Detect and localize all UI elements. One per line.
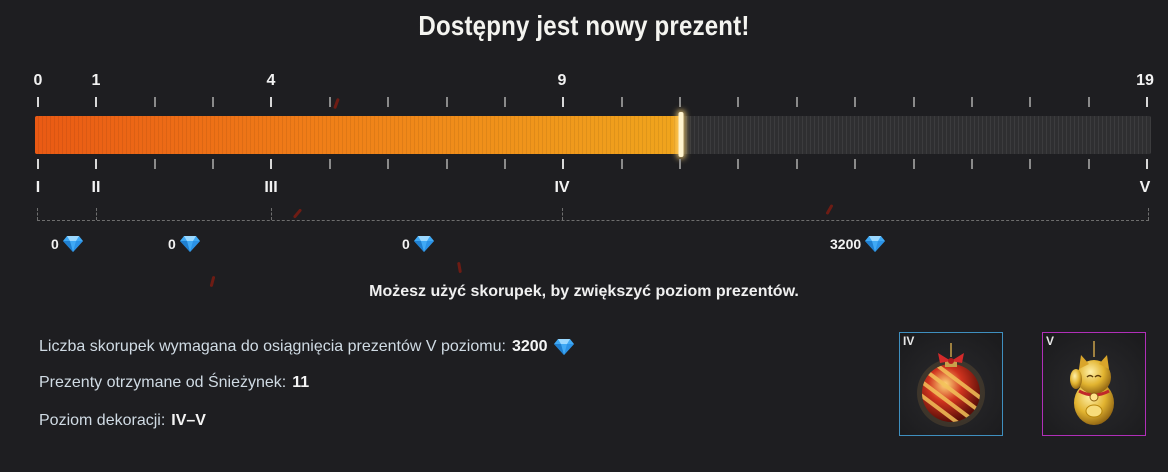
milestone-number: 9 — [557, 72, 567, 89]
minor-tick — [387, 97, 390, 107]
minor-tick — [1029, 97, 1032, 107]
reward-value: 3200 — [830, 236, 862, 252]
christmas-ornament-icon — [917, 343, 985, 427]
minor-tick — [153, 159, 156, 169]
minor-tick — [795, 97, 798, 107]
level-label: V — [1139, 179, 1151, 196]
decoration-card-iv[interactable]: IV — [899, 332, 1003, 436]
range-divider — [96, 208, 97, 220]
minor-tick — [795, 159, 798, 169]
range-reward: 3200 — [830, 235, 886, 253]
minor-tick — [970, 97, 973, 107]
minor-tick — [212, 159, 215, 169]
ember-decoration — [825, 203, 834, 216]
received-gifts-label: Prezenty otrzymane od Śnieżynek: — [39, 374, 287, 391]
ember-decoration — [292, 208, 303, 219]
gift-progress-fill — [35, 116, 682, 154]
minor-tick — [737, 159, 740, 169]
minor-tick — [445, 159, 448, 169]
gift-progress-bar — [35, 116, 1151, 154]
level-label: IV — [554, 179, 570, 196]
milestone-number: 4 — [266, 72, 276, 89]
minor-tick — [212, 97, 215, 107]
range-divider — [562, 208, 563, 220]
minor-tick — [679, 97, 682, 107]
minor-tick — [912, 159, 915, 169]
reward-value: 0 — [51, 236, 59, 252]
ember-decoration — [457, 261, 462, 274]
required-shells-value: 3200 — [511, 338, 548, 355]
major-tick — [1146, 159, 1148, 169]
minor-tick — [737, 97, 740, 107]
major-tick — [270, 97, 273, 107]
progress-marker — [678, 112, 684, 157]
minor-tick — [620, 97, 623, 107]
minor-tick — [328, 97, 331, 107]
received-gifts-row: Prezenty otrzymane od Śnieżynek: 11 — [39, 374, 309, 392]
major-tick — [270, 159, 273, 169]
bottom-tick-scale — [0, 159, 1168, 169]
minor-tick — [1087, 159, 1090, 169]
received-gifts-value: 11 — [292, 374, 310, 391]
diamond-icon — [553, 339, 574, 355]
minor-tick — [153, 97, 156, 107]
major-tick — [1146, 97, 1148, 107]
range-reward: 0 — [51, 235, 83, 253]
milestone-number: 0 — [33, 72, 43, 89]
minor-tick — [912, 97, 915, 107]
major-tick — [37, 159, 39, 169]
range-reward: 0 — [402, 235, 434, 253]
decoration-level-row: Poziom dekoracji: IV–V — [39, 412, 206, 430]
minor-tick — [854, 97, 857, 107]
minor-tick — [328, 159, 331, 169]
minor-tick — [445, 97, 448, 107]
reward-range-line — [37, 220, 1149, 221]
milestone-number: 1 — [91, 72, 101, 89]
minor-tick — [1087, 97, 1090, 107]
required-shells-row: Liczba skorupek wymagana do osiągnięcia … — [39, 338, 574, 356]
dialog-title: Dostępny jest nowy prezent! — [418, 10, 750, 41]
minor-tick — [679, 159, 682, 169]
card-level: IV — [903, 334, 915, 348]
lucky-cat-icon — [1070, 341, 1114, 425]
level-label: II — [91, 179, 101, 196]
reward-value: 0 — [168, 236, 176, 252]
reward-value: 0 — [402, 236, 410, 252]
milestone-number: 19 — [1136, 72, 1154, 89]
level-label: I — [35, 179, 41, 196]
minor-tick — [503, 159, 506, 169]
decoration-level-value: IV–V — [171, 412, 206, 429]
decoration-card-v[interactable]: V — [1042, 332, 1146, 436]
top-tick-scale — [0, 97, 1168, 107]
minor-tick — [854, 159, 857, 169]
major-tick — [95, 97, 98, 107]
minor-tick — [620, 159, 623, 169]
diamond-icon — [865, 236, 886, 252]
minor-tick — [970, 159, 973, 169]
major-tick — [562, 97, 565, 107]
minor-tick — [387, 159, 390, 169]
major-tick — [562, 159, 565, 169]
upgrade-hint: Możesz użyć skorupek, by zwiększyć pozio… — [369, 283, 799, 300]
diamond-icon — [413, 236, 434, 252]
range-divider — [271, 208, 272, 220]
level-label: III — [264, 179, 278, 196]
card-level: V — [1046, 334, 1055, 348]
major-tick — [37, 97, 39, 107]
major-tick — [95, 159, 98, 169]
minor-tick — [1029, 159, 1032, 169]
minor-tick — [503, 97, 506, 107]
diamond-icon — [62, 236, 83, 252]
range-reward: 0 — [168, 235, 200, 253]
range-divider — [1148, 208, 1149, 220]
required-shells-label: Liczba skorupek wymagana do osiągnięcia … — [39, 338, 506, 355]
range-divider — [37, 208, 38, 220]
diamond-icon — [179, 236, 200, 252]
decoration-level-label: Poziom dekoracji: — [39, 412, 166, 429]
